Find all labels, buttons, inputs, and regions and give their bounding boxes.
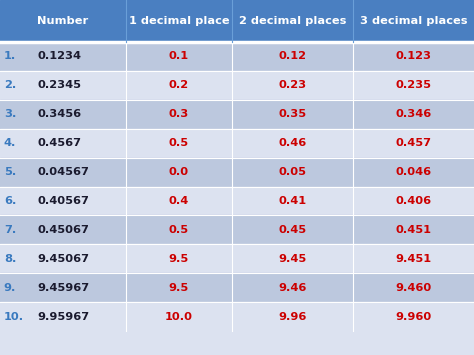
- Bar: [232, 187, 353, 215]
- Bar: [232, 302, 353, 331]
- Bar: [126, 0, 232, 42]
- Bar: [353, 71, 474, 100]
- Text: 9.451: 9.451: [395, 254, 432, 264]
- Text: 0.4: 0.4: [169, 196, 189, 206]
- Text: 0.1234: 0.1234: [37, 51, 82, 61]
- Bar: [126, 244, 232, 273]
- Text: 0.12: 0.12: [279, 51, 307, 61]
- Text: 0.45: 0.45: [279, 225, 307, 235]
- Bar: [353, 158, 474, 186]
- Bar: [126, 100, 232, 129]
- Text: 0.2: 0.2: [169, 80, 189, 90]
- Text: 3.: 3.: [4, 109, 16, 119]
- Text: 9.5: 9.5: [169, 254, 189, 264]
- Text: 0.2345: 0.2345: [37, 80, 82, 90]
- Bar: [353, 244, 474, 273]
- Text: 9.46: 9.46: [279, 283, 307, 293]
- Text: 10.: 10.: [4, 312, 24, 322]
- Bar: [126, 158, 232, 186]
- Text: 8.: 8.: [4, 254, 16, 264]
- Text: 4.: 4.: [4, 138, 16, 148]
- Text: 0.40567: 0.40567: [37, 196, 90, 206]
- Text: 9.45: 9.45: [279, 254, 307, 264]
- Text: 0.04567: 0.04567: [37, 167, 90, 177]
- Bar: [0, 187, 126, 215]
- Bar: [353, 100, 474, 129]
- Bar: [0, 0, 126, 42]
- Text: 0.451: 0.451: [396, 225, 431, 235]
- Text: 9.96: 9.96: [279, 312, 307, 322]
- Text: 0.457: 0.457: [396, 138, 431, 148]
- Bar: [232, 215, 353, 244]
- Text: 10.0: 10.0: [165, 312, 193, 322]
- Text: 0.4567: 0.4567: [37, 138, 82, 148]
- Text: 2.: 2.: [4, 80, 16, 90]
- Text: 0.46: 0.46: [279, 138, 307, 148]
- Text: 0.35: 0.35: [279, 109, 307, 119]
- Text: Number: Number: [37, 16, 89, 26]
- Bar: [0, 158, 126, 186]
- Bar: [0, 100, 126, 129]
- Text: 0.0: 0.0: [169, 167, 189, 177]
- Bar: [232, 129, 353, 158]
- Text: 9.95967: 9.95967: [37, 312, 90, 322]
- Text: 9.45067: 9.45067: [37, 254, 90, 264]
- Text: 0.046: 0.046: [395, 167, 432, 177]
- Text: 1 decimal place: 1 decimal place: [128, 16, 229, 26]
- Text: 0.45067: 0.45067: [37, 225, 90, 235]
- Bar: [232, 71, 353, 100]
- Text: 0.406: 0.406: [395, 196, 432, 206]
- Text: 0.346: 0.346: [395, 109, 432, 119]
- Bar: [126, 187, 232, 215]
- Text: 0.3: 0.3: [169, 109, 189, 119]
- Text: 6.: 6.: [4, 196, 16, 206]
- Bar: [353, 129, 474, 158]
- Bar: [0, 215, 126, 244]
- Bar: [0, 273, 126, 302]
- Bar: [0, 302, 126, 331]
- Bar: [126, 129, 232, 158]
- Text: 3 decimal places: 3 decimal places: [360, 16, 467, 26]
- Bar: [353, 302, 474, 331]
- Text: 0.23: 0.23: [279, 80, 307, 90]
- Text: 9.45967: 9.45967: [37, 283, 90, 293]
- Bar: [126, 273, 232, 302]
- Bar: [353, 187, 474, 215]
- Bar: [353, 215, 474, 244]
- Bar: [0, 42, 126, 71]
- Text: 9.5: 9.5: [169, 283, 189, 293]
- Bar: [232, 244, 353, 273]
- Bar: [126, 71, 232, 100]
- Bar: [232, 100, 353, 129]
- Text: 1.: 1.: [4, 51, 16, 61]
- Text: 0.41: 0.41: [279, 196, 307, 206]
- Bar: [232, 42, 353, 71]
- Text: 5.: 5.: [4, 167, 16, 177]
- Text: 0.05: 0.05: [279, 167, 307, 177]
- Text: 0.235: 0.235: [396, 80, 431, 90]
- Bar: [0, 244, 126, 273]
- Text: 9.460: 9.460: [395, 283, 432, 293]
- Bar: [0, 129, 126, 158]
- Text: 0.123: 0.123: [396, 51, 431, 61]
- Bar: [353, 0, 474, 42]
- Text: 0.3456: 0.3456: [37, 109, 82, 119]
- Text: 9.960: 9.960: [395, 312, 432, 322]
- Bar: [0, 71, 126, 100]
- Text: 0.5: 0.5: [169, 138, 189, 148]
- Text: 0.1: 0.1: [169, 51, 189, 61]
- Text: 0.5: 0.5: [169, 225, 189, 235]
- Bar: [232, 0, 353, 42]
- Bar: [353, 273, 474, 302]
- Bar: [232, 273, 353, 302]
- Bar: [126, 302, 232, 331]
- Bar: [353, 42, 474, 71]
- Text: 7.: 7.: [4, 225, 16, 235]
- Bar: [126, 42, 232, 71]
- Text: 9.: 9.: [4, 283, 16, 293]
- Text: 2 decimal places: 2 decimal places: [239, 16, 346, 26]
- Bar: [232, 158, 353, 186]
- Bar: [126, 215, 232, 244]
